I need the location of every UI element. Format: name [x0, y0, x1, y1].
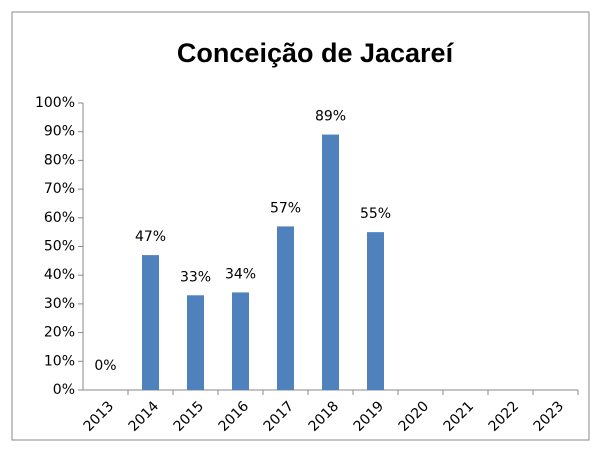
y-tick-label: 20%	[44, 325, 75, 341]
bar	[232, 292, 249, 390]
value-label: 89%	[315, 109, 346, 125]
bar	[187, 295, 204, 390]
y-tick-label: 0%	[53, 382, 75, 398]
y-tick-label: 60%	[44, 210, 75, 226]
bar	[367, 232, 384, 390]
bar	[142, 255, 159, 390]
chart-title: Conceição de Jacareí	[177, 38, 455, 68]
y-tick-label: 100%	[35, 95, 75, 111]
chart-frame	[11, 11, 590, 441]
value-label: 57%	[270, 200, 301, 216]
y-tick-label: 50%	[44, 239, 75, 255]
value-label: 0%	[94, 358, 116, 374]
value-label: 33%	[180, 269, 211, 285]
bar	[277, 226, 294, 390]
y-tick-label: 10%	[44, 353, 75, 369]
bar	[322, 134, 339, 390]
value-label: 34%	[225, 266, 256, 282]
y-tick-label: 70%	[44, 181, 75, 197]
y-tick-label: 30%	[44, 296, 75, 312]
y-tick-label: 80%	[44, 152, 75, 168]
value-label: 55%	[360, 206, 391, 222]
y-tick-label: 40%	[44, 267, 75, 283]
y-tick-label: 90%	[44, 124, 75, 140]
value-label: 47%	[135, 229, 166, 245]
